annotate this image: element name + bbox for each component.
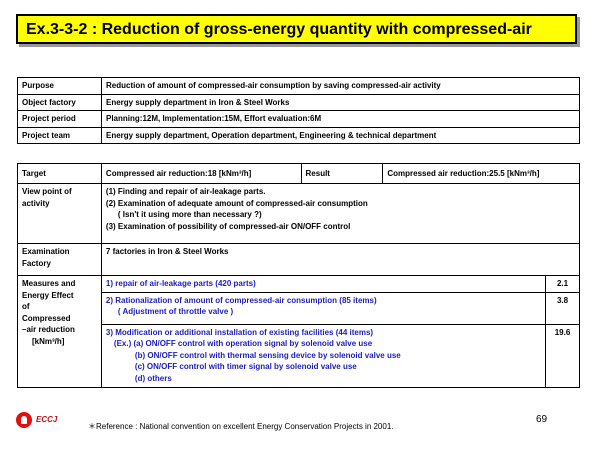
measure-2: 2) Rationalization of amount of compress… bbox=[100, 291, 547, 325]
viewpoint-label: View point of activity bbox=[17, 183, 102, 244]
viewpoint-item: (2) Examination of adequate amount of co… bbox=[105, 198, 368, 208]
viewpoint-item: (3) Examination of possibility of compre… bbox=[105, 221, 351, 231]
table-row: Examination Factory 7 factories in Iron … bbox=[17, 243, 581, 276]
eccj-logo: ECCJ bbox=[16, 412, 76, 430]
measures-label: Measures and Energy Effect of Compressed… bbox=[17, 275, 102, 388]
logo-text: ECCJ bbox=[36, 415, 58, 424]
page-title: Ex.3-3-2 : Reduction of gross-energy qua… bbox=[26, 21, 532, 38]
period-label: Project period bbox=[17, 110, 102, 128]
viewpoint-item: ( Isn't it using more than necessary ?) bbox=[117, 210, 262, 220]
table-row: 3) Modification or additional installati… bbox=[18, 323, 580, 388]
period-value: Planning:12M, Implementation:15M, Effort… bbox=[101, 110, 580, 128]
result-label: Result bbox=[300, 163, 384, 184]
project-info-table: Purpose Reduction of amount of compresse… bbox=[17, 77, 580, 145]
team-value: Energy supply department, Operation depa… bbox=[101, 126, 580, 145]
title-banner: Ex.3-3-2 : Reduction of gross-energy qua… bbox=[16, 14, 577, 44]
measure-2-value: 3.8 bbox=[545, 291, 580, 325]
page-number: 69 bbox=[536, 414, 548, 425]
table-row: View point of activity (1) Finding and r… bbox=[17, 183, 581, 244]
eccj-logo-icon bbox=[16, 412, 32, 428]
table-row: Object factory Energy supply department … bbox=[17, 93, 580, 112]
table-row: Purpose Reduction of amount of compresse… bbox=[17, 77, 580, 95]
table-row: Measures and Energy Effect of Compressed… bbox=[17, 275, 580, 388]
viewpoint-item: (1) Finding and repair of air-leakage pa… bbox=[105, 187, 266, 196]
viewpoint-content: (1) Finding and repair of air-leakage pa… bbox=[100, 183, 581, 244]
reference-note: ＊Reference : National convention on exce… bbox=[88, 422, 394, 431]
purpose-value: Reduction of amount of compressed-air co… bbox=[101, 77, 580, 95]
exam-label: Examination Factory bbox=[17, 243, 102, 276]
factory-label: Object factory bbox=[17, 93, 102, 112]
project-detail-table: Target Compressed air reduction:18 [kNm³… bbox=[17, 163, 581, 388]
table-row: 2) Rationalization of amount of compress… bbox=[18, 291, 580, 325]
exam-value: 7 factories in Iron & Steel Works bbox=[100, 243, 581, 276]
measure-1: 1) repair of air-leakage parts (420 part… bbox=[100, 275, 547, 293]
measure-3: 3) Modification or additional installati… bbox=[100, 323, 547, 388]
target-value: Compressed air reduction:18 [kNm³/h] bbox=[100, 163, 302, 184]
factory-value: Energy supply department in Iron & Steel… bbox=[101, 93, 580, 112]
purpose-label: Purpose bbox=[17, 77, 102, 95]
team-label: Project team bbox=[17, 126, 102, 145]
target-label: Target bbox=[17, 163, 102, 184]
measure-3-value: 19.6 bbox=[545, 323, 580, 388]
result-value: Compressed air reduction:25.5 [kNm³/h] bbox=[382, 163, 580, 184]
table-row: Project team Energy supply department, O… bbox=[17, 126, 580, 145]
table-row: Target Compressed air reduction:18 [kNm³… bbox=[17, 163, 580, 184]
table-row: Project period Planning:12M, Implementat… bbox=[17, 110, 580, 128]
measure-1-value: 2.1 bbox=[545, 275, 580, 293]
